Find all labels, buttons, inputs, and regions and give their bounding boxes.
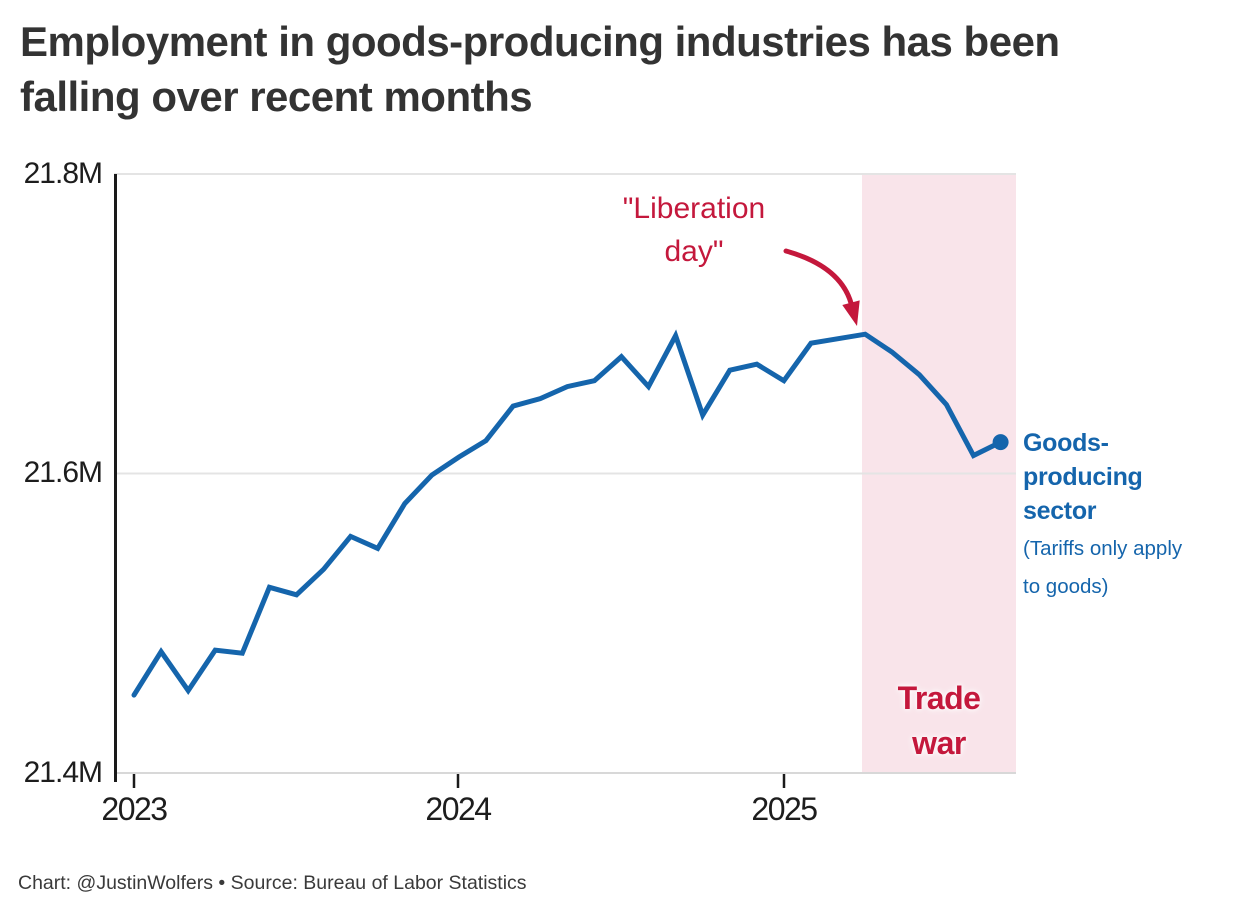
y-axis-label-21-4m: 21.4M	[23, 756, 103, 789]
footer-credit: Chart: @JustinWolfers • Source: Bureau o…	[18, 872, 527, 894]
x-axis-label-2023: 2023	[101, 791, 168, 827]
line-end-dot	[992, 434, 1009, 451]
annotation-arrow-head	[842, 300, 860, 326]
trade-war-line-1: Trade	[897, 680, 981, 716]
chart-title-line-1: Employment in goods-producing industries…	[20, 18, 1060, 65]
chart-title-line-2: falling over recent months	[20, 73, 533, 120]
liberation-day-line-1: "Liberation	[622, 192, 766, 225]
series-label-note-line-2: to goods)	[1023, 575, 1109, 598]
annotation-arrow	[783, 248, 854, 306]
x-axis-label-2025: 2025	[751, 791, 818, 827]
employment-line	[131, 329, 1004, 698]
trade-war-label: Trade war	[862, 676, 1016, 766]
y-axis-label-21-6m: 21.6M	[23, 456, 103, 489]
trade-war-line-2: war	[912, 725, 966, 761]
series-label-title-line-2: producing	[1023, 463, 1143, 491]
series-label-note-line-1: (Tariffs only apply	[1023, 537, 1183, 560]
series-label-title-line-1: Goods-	[1023, 429, 1109, 457]
series-label-title-line-3: sector	[1023, 497, 1097, 525]
series-label: Goods- producing sector (Tariffs only ap…	[1023, 426, 1182, 604]
liberation-day-line-2: day"	[664, 235, 724, 268]
liberation-day-annotation: "Liberation day"	[592, 187, 796, 273]
chart-title: Employment in goods-producing industries…	[20, 14, 1060, 124]
y-axis-label-21-8m: 21.8M	[23, 157, 103, 190]
x-axis-label-2024: 2024	[425, 791, 492, 827]
